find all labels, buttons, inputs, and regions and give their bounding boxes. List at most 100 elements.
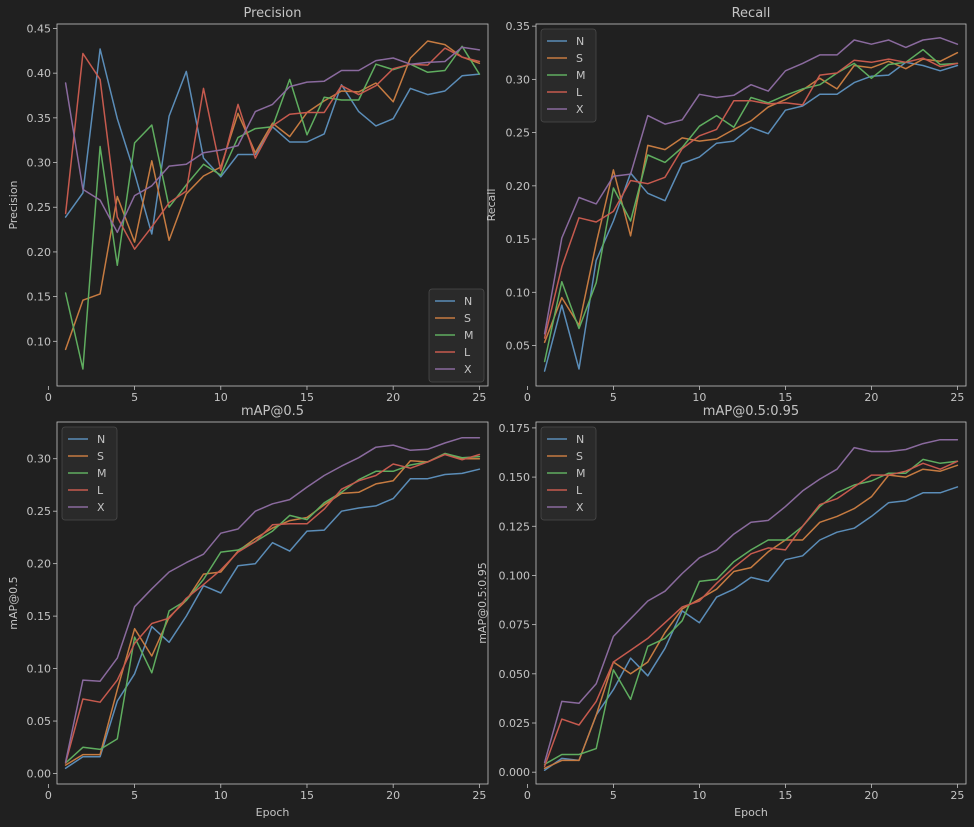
legend-label-M: M <box>464 329 474 342</box>
x-tick-label: 25 <box>472 391 486 404</box>
y-tick-label: 0.175 <box>499 422 531 435</box>
x-tick-label: 0 <box>524 789 531 802</box>
legend-label-N: N <box>464 295 472 308</box>
y-axis-label: mAP@0.5 <box>7 576 20 629</box>
x-tick-label: 15 <box>300 789 314 802</box>
subplot-4: mAP@0.5:0.95 mAP@0.5:0.95 Epoch 0 5 10 15 20 25 0… <box>476 404 967 819</box>
x-tick-label: 0 <box>45 391 52 404</box>
legend-label-M: M <box>576 69 586 82</box>
x-tick-label: 0 <box>45 789 52 802</box>
x-tick-label: 10 <box>692 391 706 404</box>
legend-label-S: S <box>576 450 583 463</box>
legend-label-N: N <box>97 433 105 446</box>
chart-title: mAP@0.5:0.95 <box>703 404 799 419</box>
legend-label-S: S <box>97 450 104 463</box>
y-tick-label: 0.15 <box>27 610 52 623</box>
x-tick-label: 15 <box>778 789 792 802</box>
series-line-L <box>543 460 959 768</box>
x-tick-label: 5 <box>131 789 138 802</box>
x-tick-label: 15 <box>300 391 314 404</box>
y-axis-label: Precision <box>7 180 20 229</box>
y-axis-label: mAP@0.5:0.95 <box>476 562 489 644</box>
series-line-N <box>64 468 481 770</box>
y-tick-label: 0.35 <box>27 112 52 125</box>
chart-title: Precision <box>243 6 301 21</box>
plot-frame <box>56 23 489 387</box>
chart-title: Recall <box>732 6 771 21</box>
y-tick-label: 0.025 <box>499 717 531 730</box>
y-tick-label: 0.25 <box>27 201 52 214</box>
legend-box <box>540 28 597 123</box>
x-tick-label: 25 <box>472 789 486 802</box>
y-tick-label: 0.10 <box>506 286 531 299</box>
y-tick-label: 0.075 <box>499 619 531 632</box>
y-axis-label: Recall <box>485 189 498 222</box>
series-line-M <box>543 48 959 363</box>
x-axis-label: Epoch <box>256 806 290 819</box>
x-tick-label: 25 <box>950 391 964 404</box>
y-tick-label: 0.20 <box>27 246 52 259</box>
legend-label-L: L <box>97 484 104 497</box>
legend-box <box>540 426 597 521</box>
legend-label-L: L <box>464 346 471 359</box>
x-tick-label: 5 <box>610 391 617 404</box>
legend-label-M: M <box>97 467 107 480</box>
y-tick-label: 0.100 <box>499 569 531 582</box>
subplot-2: Recall Recall 0 5 10 15 20 25 0.05 0.10 0.15 0.20 0.… <box>485 6 967 404</box>
y-tick-label: 0.25 <box>506 127 531 140</box>
y-tick-label: 0.15 <box>506 233 531 246</box>
x-tick-label: 15 <box>778 391 792 404</box>
series-line-X <box>64 436 481 763</box>
y-tick-label: 0.30 <box>506 73 531 86</box>
series-line-M <box>64 452 481 764</box>
plot-frame <box>535 23 967 387</box>
series-line-M <box>64 45 481 370</box>
y-tick-label: 0.10 <box>27 663 52 676</box>
series-line-X <box>543 37 959 335</box>
x-tick-label: 10 <box>214 789 228 802</box>
y-tick-label: 0.05 <box>506 340 531 353</box>
series-line-M <box>543 458 959 766</box>
series-line-N <box>543 61 959 372</box>
legend-label-X: X <box>576 103 584 116</box>
legend-label-S: S <box>464 312 471 325</box>
legend-box <box>428 288 485 383</box>
x-tick-label: 5 <box>131 391 138 404</box>
subplot-3: mAP@0.5 mAP@0.5 Epoch 0 5 10 15 20 25 0.00 0.05 0.1… <box>7 404 489 819</box>
y-tick-label: 0.20 <box>27 558 52 571</box>
series-line-L <box>543 57 959 339</box>
legend-label-N: N <box>576 433 584 446</box>
y-tick-label: 0.050 <box>499 668 531 681</box>
y-tick-label: 0.40 <box>27 67 52 80</box>
plot-frame <box>56 421 489 785</box>
y-tick-label: 0.150 <box>499 471 531 484</box>
y-tick-label: 0.45 <box>27 22 52 35</box>
y-tick-label: 0.25 <box>27 505 52 518</box>
series-line-S <box>543 464 959 770</box>
y-tick-label: 0.30 <box>27 157 52 170</box>
series-line-X <box>543 438 959 764</box>
legend-label-X: X <box>464 363 472 376</box>
series-line-L <box>64 453 481 764</box>
legend-label-S: S <box>576 52 583 65</box>
series-line-N <box>64 48 481 235</box>
x-tick-label: 5 <box>610 789 617 802</box>
legend-label-N: N <box>576 35 584 48</box>
series-line-S <box>64 452 481 766</box>
legend-label-L: L <box>576 484 583 497</box>
y-tick-label: 0.125 <box>499 520 531 533</box>
y-tick-label: 0.00 <box>27 768 52 781</box>
x-tick-label: 20 <box>386 789 400 802</box>
y-tick-label: 0.20 <box>506 180 531 193</box>
y-tick-label: 0.30 <box>27 453 52 466</box>
y-tick-label: 0.000 <box>499 766 531 779</box>
legend-box <box>61 426 118 521</box>
x-tick-label: 0 <box>524 391 531 404</box>
subplot-1: Precision Precision 0 5 10 15 20 25 0.10 0.15 0.20… <box>7 6 489 404</box>
series-line-S <box>543 51 959 344</box>
